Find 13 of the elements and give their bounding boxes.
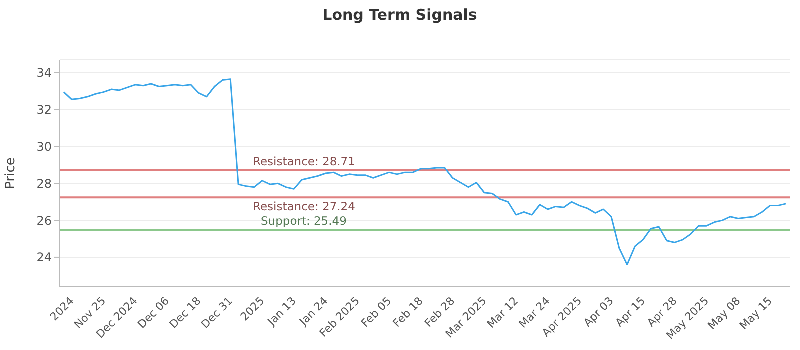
- y-tick-label: 28: [36, 176, 52, 191]
- y-tick-label: 32: [36, 103, 52, 118]
- ref-line-label: Support: 25.49: [261, 214, 347, 228]
- line-series: [63, 78, 787, 266]
- y-tick-label: 24: [36, 250, 52, 265]
- y-tick-label: 26: [36, 214, 52, 228]
- y-tick-label: 34: [36, 66, 52, 80]
- y-tick-label: 30: [36, 140, 52, 154]
- x-tick-label: Jan 13: [264, 294, 299, 329]
- ref-line-label: Resistance: 27.24: [253, 200, 356, 214]
- chart-title: Long Term Signals: [322, 6, 478, 24]
- ref-line-label: Resistance: 28.71: [253, 154, 356, 169]
- y-axis-title: Price: [4, 158, 19, 190]
